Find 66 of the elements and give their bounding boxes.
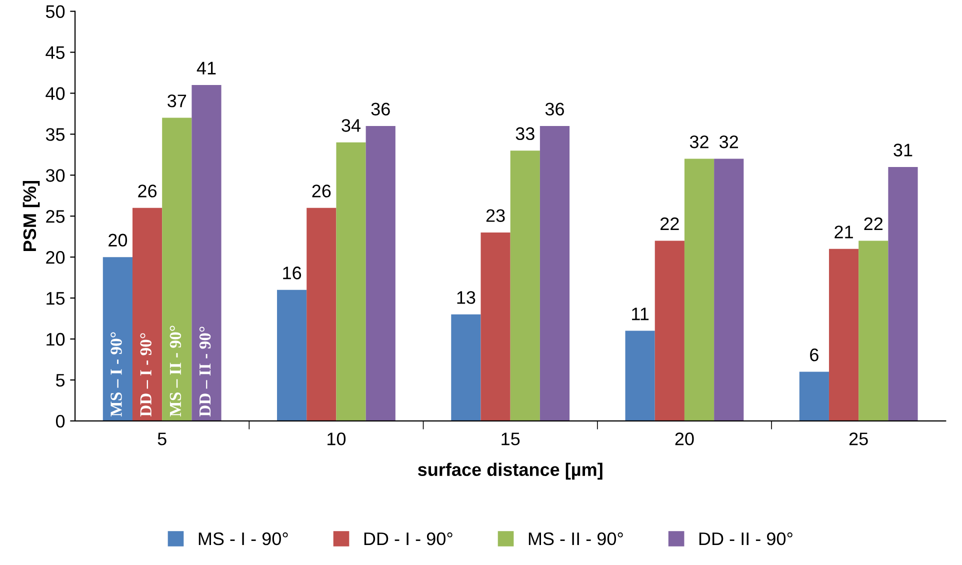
- data-label: 26: [138, 184, 157, 198]
- legend-label: DD - II - 90°: [699, 532, 792, 546]
- bar: [510, 150, 540, 421]
- data-label: 16: [283, 266, 302, 280]
- bar: [162, 118, 192, 421]
- y-tick-label: 10: [46, 332, 65, 346]
- y-tick-label: 5: [56, 374, 65, 387]
- bar: [277, 290, 307, 421]
- data-label: 32: [720, 135, 738, 148]
- annotation: DD – II - 90°: [199, 326, 211, 417]
- y-axis-title: PSM [%]: [22, 181, 40, 252]
- legend-label: MS - II - 90°: [528, 532, 623, 546]
- y-tick-label: 15: [46, 292, 65, 305]
- bar: [888, 166, 918, 421]
- y-tick-label: 20: [46, 251, 65, 264]
- data-label: 13: [457, 291, 476, 304]
- y-tick-label: 45: [46, 46, 65, 59]
- bar: [132, 208, 162, 421]
- bar: [336, 142, 366, 421]
- x-tick-label: 5: [158, 432, 166, 446]
- bar: [625, 330, 655, 421]
- bar: [192, 85, 222, 421]
- annotation: DD – I - 90°: [140, 333, 152, 417]
- x-axis-title: surface distance [µm]: [418, 462, 602, 480]
- y-tick-label: 0: [56, 414, 65, 428]
- y-tick-label: 25: [46, 210, 65, 223]
- bar: [799, 372, 829, 421]
- x-tick-label: 25: [849, 432, 868, 446]
- data-label: 6: [810, 348, 818, 362]
- data-label: 36: [545, 102, 564, 116]
- x-tick-label: 15: [502, 432, 520, 446]
- bar: [828, 248, 859, 421]
- data-label: 31: [894, 144, 912, 156]
- annotation: MS – I - 90°: [110, 332, 122, 417]
- data-label: 11: [632, 308, 649, 320]
- data-label: 22: [660, 217, 679, 230]
- data-label: 21: [834, 226, 853, 238]
- data-label: 41: [196, 62, 216, 74]
- annotation: MS – II - 90°: [170, 326, 182, 417]
- bar: [102, 257, 132, 421]
- legend-label: MS - I - 90°: [198, 532, 288, 546]
- bar: [714, 158, 744, 421]
- y-tick-label: 35: [46, 128, 65, 141]
- x-tick-label: 10: [328, 432, 346, 446]
- bar: [540, 126, 570, 421]
- data-label: 34: [342, 119, 361, 132]
- data-label: 36: [371, 102, 390, 116]
- bar: [480, 232, 510, 421]
- bar: [684, 158, 714, 421]
- bar: [654, 240, 684, 421]
- y-tick-label: 30: [46, 169, 65, 182]
- data-label: 22: [864, 217, 883, 230]
- data-label: 37: [168, 94, 186, 108]
- data-label: 20: [108, 234, 128, 247]
- data-label: 26: [312, 184, 331, 198]
- y-tick-label: 40: [46, 87, 65, 100]
- data-label: 23: [486, 209, 505, 222]
- bar: [451, 314, 481, 421]
- x-tick-label: 20: [675, 432, 694, 446]
- legend-label: DD - I - 90°: [364, 532, 452, 546]
- bar: [858, 240, 888, 421]
- bar: [366, 126, 396, 421]
- data-label: 33: [516, 127, 534, 140]
- data-label: 32: [690, 135, 708, 148]
- y-tick-label: 50: [46, 5, 65, 18]
- bar: [306, 208, 336, 421]
